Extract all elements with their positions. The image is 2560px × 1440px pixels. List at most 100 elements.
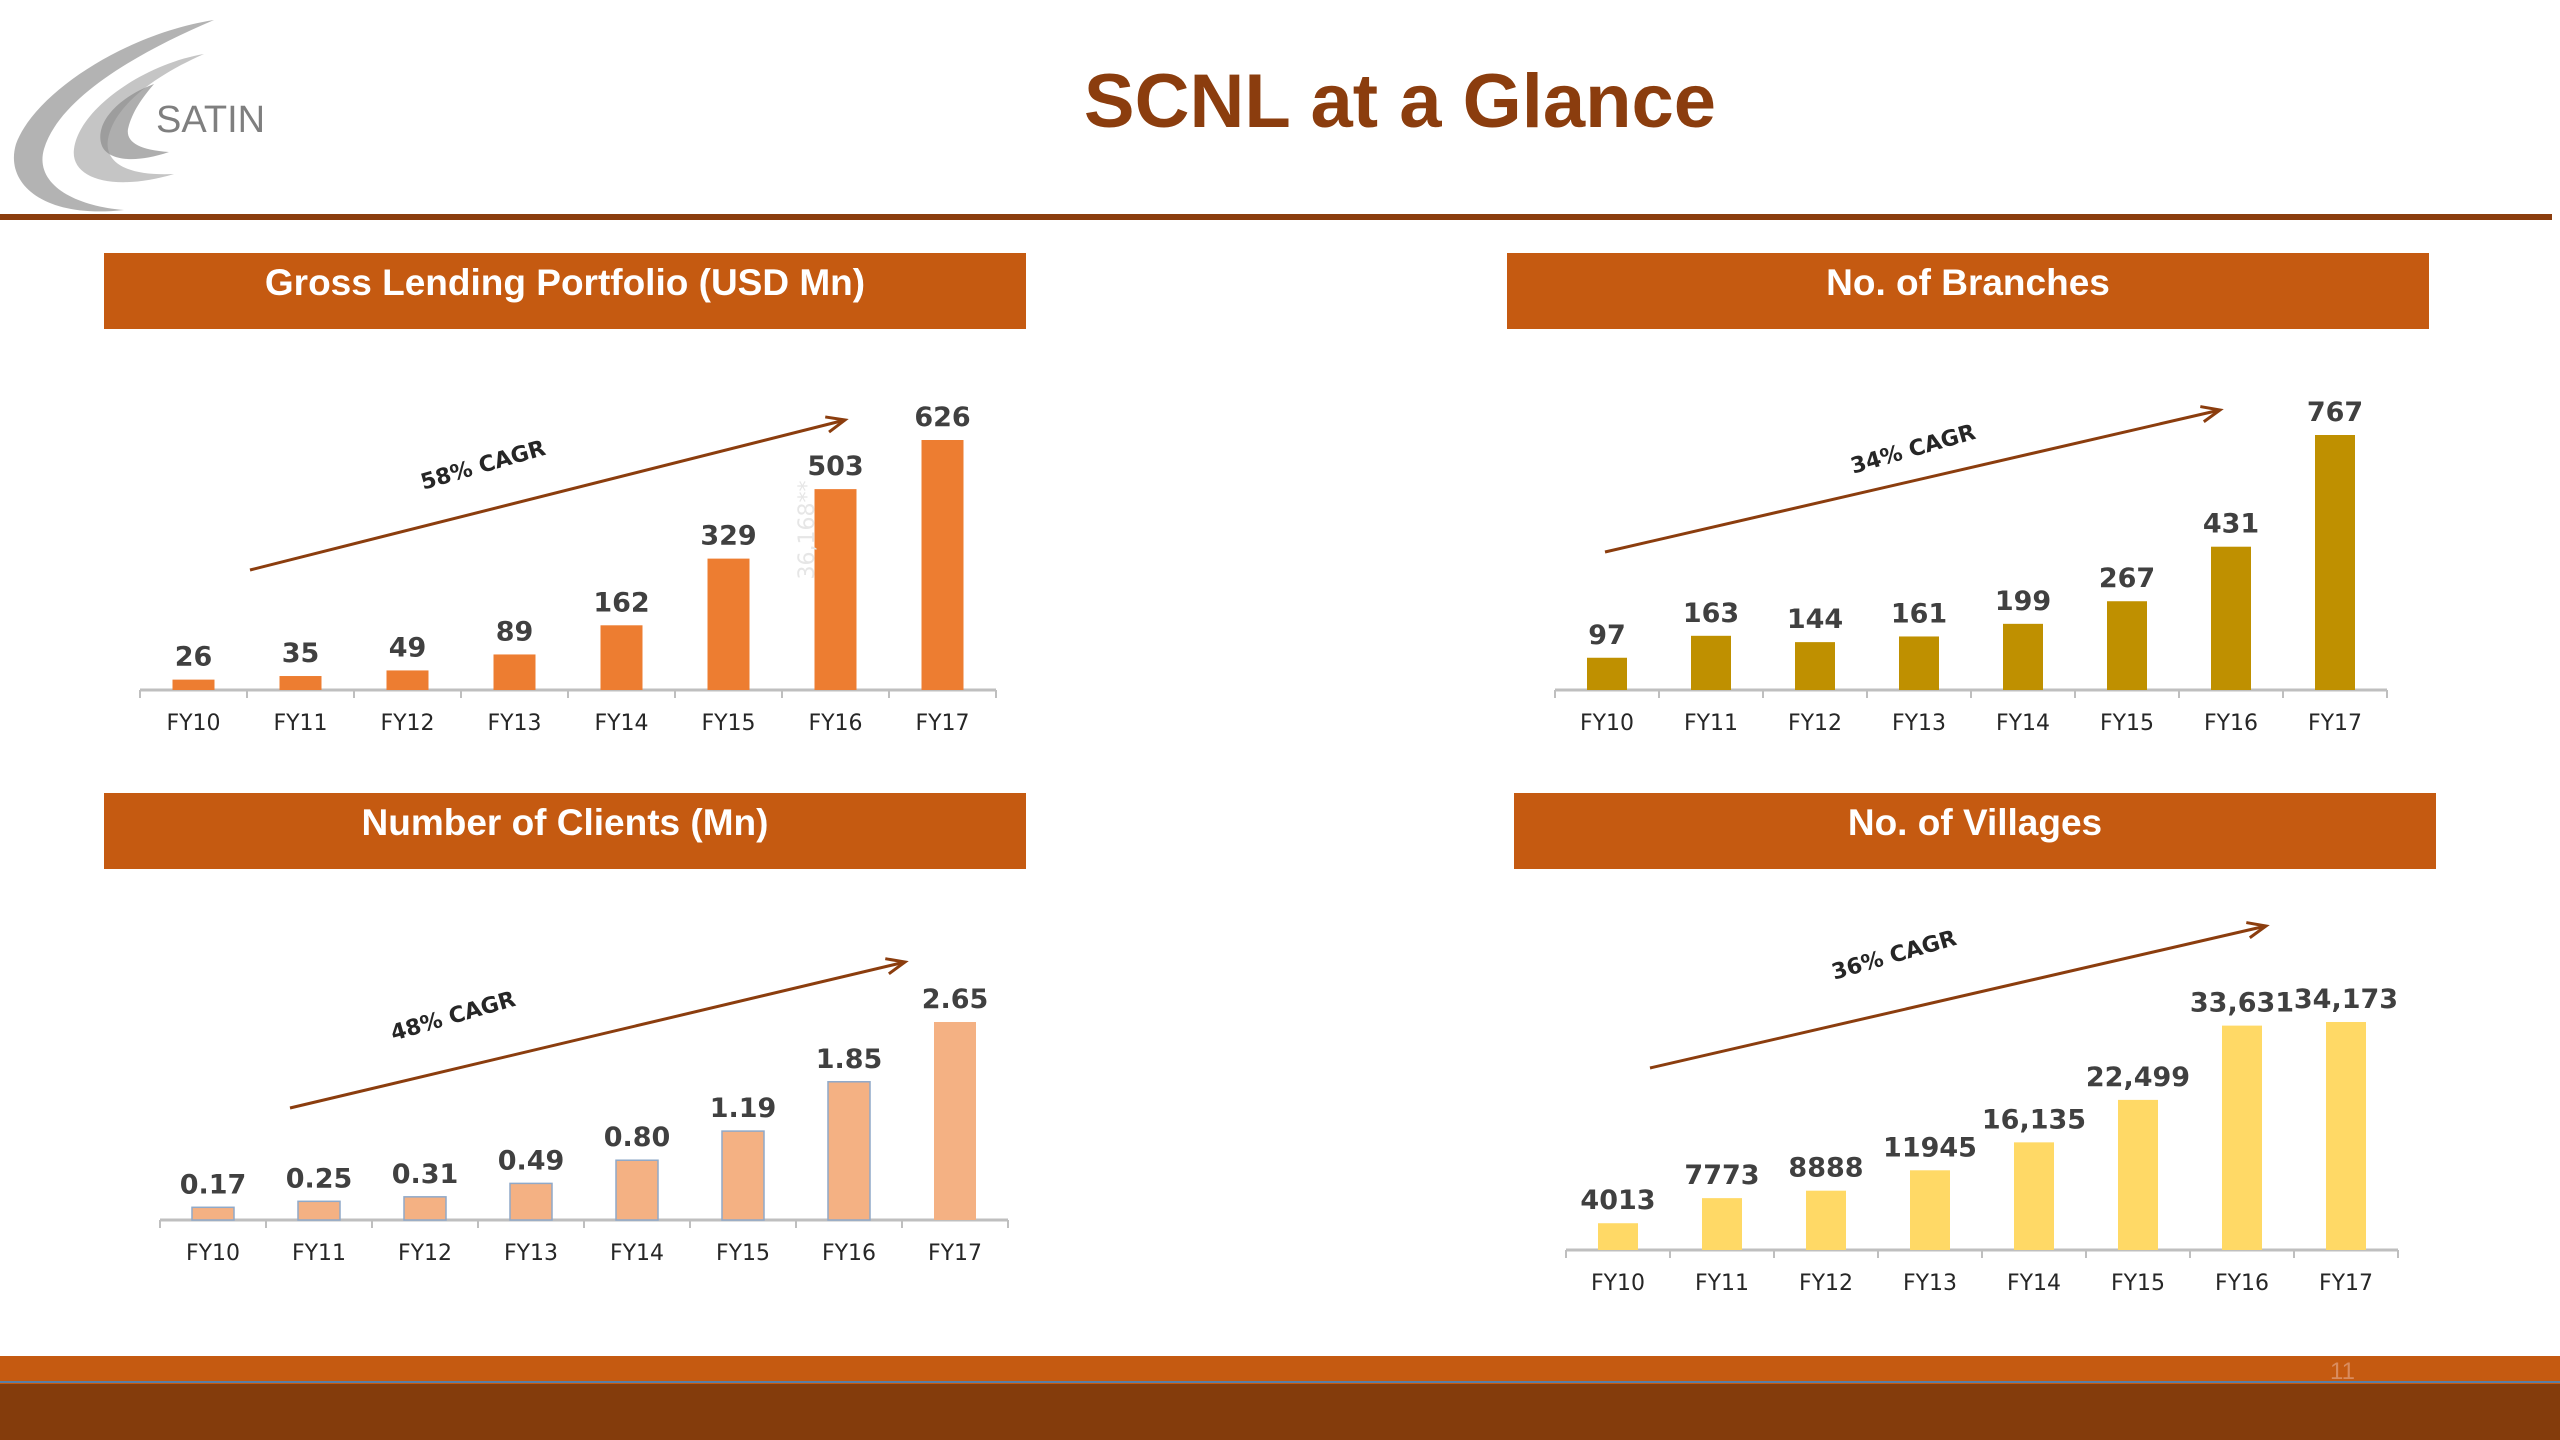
bar-fy15 [2107,601,2147,690]
panel-title-villages: No. of Villages [1514,793,2436,869]
bar-fy15 [2118,1099,2158,1250]
bar-fy12 [386,670,429,690]
category-label: FY12 [398,1241,452,1266]
data-label: 11945 [1883,1132,1977,1163]
data-label: 0.31 [392,1159,459,1190]
title-divider [0,214,2552,220]
cagr-arrow [1604,408,2221,554]
category-label: FY11 [1695,1271,1749,1296]
category-label: FY17 [2319,1271,2373,1296]
cagr-arrowhead [885,957,909,976]
category-label: FY10 [1591,1271,1645,1296]
category-label: FY16 [2204,711,2258,736]
data-label: 162 [593,587,649,618]
bar-fy10 [172,679,215,690]
cagr-arrow [1649,924,2267,1070]
bar-fy10 [1598,1223,1638,1250]
bar-fy13 [1899,636,1939,690]
villages-chart: 4013 FY10 7773 FY11 8888 FY12 11945 FY13 16,135 F… [1565,921,2399,1296]
bar-fy13 [493,654,536,690]
data-label: 144 [1787,604,1843,635]
category-label: FY14 [594,711,648,736]
category-label: FY10 [186,1241,240,1266]
cagr-arrowhead [2246,921,2270,939]
data-label: 431 [2203,509,2259,540]
category-label: FY14 [1996,711,2050,736]
bar-fy11 [1691,635,1731,690]
bar-fy16 [2211,546,2251,690]
data-label: 199 [1995,586,2051,617]
bar-fy12 [1806,1190,1846,1250]
category-label: FY14 [2007,1271,2061,1296]
footer-divider [0,1381,2560,1383]
bar-fy14 [2003,623,2043,690]
data-label: 8888 [1788,1153,1863,1184]
bar-fy11 [297,1200,341,1221]
data-label: 89 [496,616,534,647]
category-label: FY15 [2111,1271,2165,1296]
category-label: FY11 [292,1241,346,1266]
bar-fy14 [600,625,643,690]
bar-fy17 [2315,435,2355,690]
bar-fy13 [509,1182,553,1221]
cagr-arrow [289,960,906,1110]
bar-fy14 [615,1159,659,1221]
category-label: FY11 [1684,711,1738,736]
category-label: FY17 [915,711,969,736]
data-label: 22,499 [2086,1062,2190,1093]
category-label: FY13 [1892,711,1946,736]
cagr-arrow [249,418,846,572]
branches-chart: 97 FY10 163 FY11 144 FY12 161 FY13 199 FY14 267 FY1… [1554,397,2388,736]
panel-title-clients: Number of Clients (Mn) [104,793,1026,869]
data-label: 2.65 [922,984,989,1015]
bar-fy10 [1587,657,1627,690]
category-label: FY16 [2215,1271,2269,1296]
page-number: 11 [2330,1358,2355,1385]
category-label: FY17 [928,1241,982,1266]
bar-fy12 [403,1196,447,1221]
cagr-arrowhead [2200,405,2224,423]
bar-fy15 [707,558,750,690]
data-label: 503 [807,451,863,482]
footer-stripe [0,1356,2560,1384]
bar-fy16 [814,489,857,690]
category-label: FY11 [273,711,327,736]
category-label: FY17 [2308,711,2362,736]
category-label: FY15 [2100,711,2154,736]
data-label: 767 [2307,397,2363,428]
bar-fy11 [279,676,322,690]
data-label: 626 [914,402,970,433]
cagr-label: 36% CAGR [1829,926,1959,985]
data-label: 33,631 [2190,988,2294,1019]
data-label: 26 [175,642,213,673]
data-label: 1.85 [816,1044,883,1075]
category-label: FY16 [808,711,862,736]
panel-title-branches: No. of Branches [1507,253,2429,329]
cagr-arrowhead [825,415,849,434]
data-label: 1.19 [710,1093,777,1124]
category-label: FY15 [701,711,755,736]
bar-fy16 [2222,1025,2262,1250]
category-label: FY10 [166,711,220,736]
faint-note: 36,168** [795,481,820,580]
bar-fy14 [2014,1142,2054,1250]
category-label: FY15 [716,1241,770,1266]
lending-portfolio-chart: 26 FY10 35 FY11 49 FY12 89 FY13 162 FY14 329 FY15 50… [139,402,997,736]
bar-fy11 [1702,1198,1742,1250]
data-label: 49 [389,632,427,663]
satin-logo: SATIN [4,14,274,224]
bar-fy13 [1910,1170,1950,1250]
bar-fy15 [721,1130,765,1221]
data-label: 161 [1891,598,1947,629]
data-label: 267 [2099,563,2155,594]
panel-title-lending: Gross Lending Portfolio (USD Mn) [104,253,1026,329]
data-label: 7773 [1684,1160,1759,1191]
data-label: 35 [282,638,320,669]
data-label: 0.17 [180,1169,247,1200]
data-label: 0.49 [498,1145,565,1176]
category-label: FY12 [1799,1271,1853,1296]
clients-chart: 0.17 FY10 0.25 FY11 0.31 FY12 0.49 FY13 0.80 FY14… [159,957,1009,1266]
category-label: FY16 [822,1241,876,1266]
logo-text: SATIN [156,99,265,141]
category-label: FY13 [504,1241,558,1266]
